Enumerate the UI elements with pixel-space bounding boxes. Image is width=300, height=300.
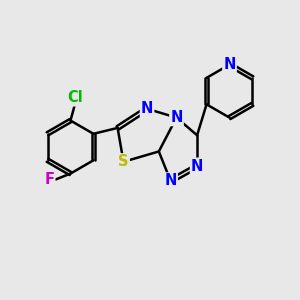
Text: N: N — [170, 110, 183, 125]
Text: N: N — [164, 173, 177, 188]
Text: S: S — [118, 154, 129, 169]
Text: N: N — [191, 159, 203, 174]
Text: Cl: Cl — [67, 90, 83, 105]
Text: F: F — [44, 172, 54, 187]
Text: N: N — [141, 101, 153, 116]
Text: N: N — [223, 57, 236, 72]
